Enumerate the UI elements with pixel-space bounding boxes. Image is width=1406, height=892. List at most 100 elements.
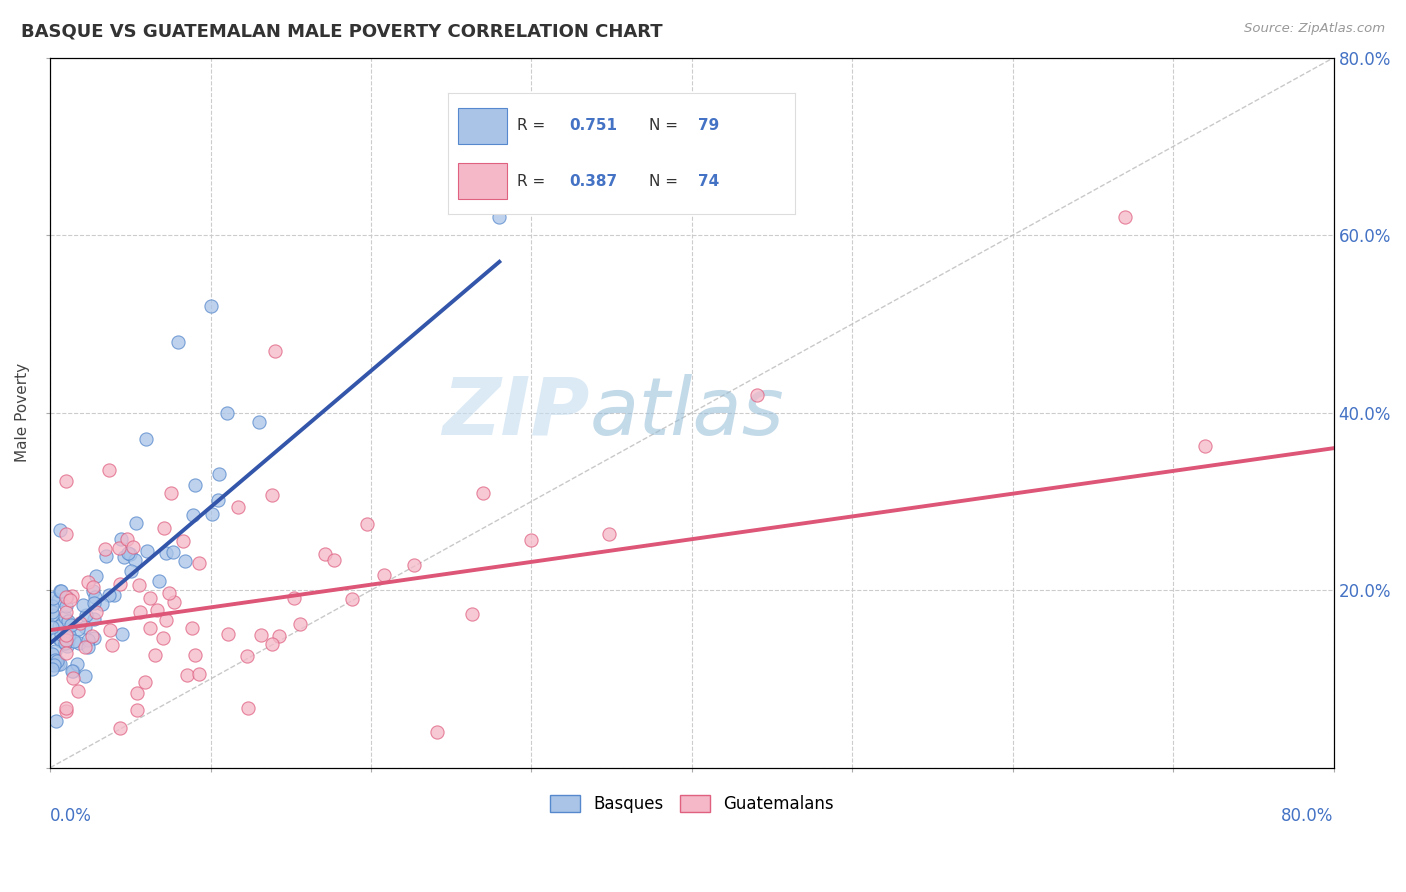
- Point: [117, 545, 139, 559]
- Point: [181, 508, 204, 523]
- Legend: Basques, Guatemalans: Basques, Guatemalans: [543, 789, 841, 820]
- Point: [207, 492, 229, 507]
- Point: [55, 639, 77, 653]
- Point: [107, 541, 129, 555]
- Text: ZIP: ZIP: [441, 374, 589, 451]
- Point: [110, 577, 132, 591]
- Point: [208, 467, 231, 482]
- Point: [75, 640, 97, 654]
- Point: [250, 628, 273, 642]
- Point: [66, 657, 89, 672]
- Text: BASQUE VS GUATEMALAN MALE POVERTY CORRELATION CHART: BASQUE VS GUATEMALAN MALE POVERTY CORREL…: [21, 22, 662, 40]
- Point: [77, 633, 100, 648]
- Point: [49, 627, 72, 641]
- Point: [135, 433, 157, 447]
- Point: [82, 580, 104, 594]
- Point: [167, 334, 190, 349]
- Point: [174, 554, 197, 568]
- Point: [373, 568, 395, 582]
- Point: [136, 544, 159, 558]
- Point: [84, 605, 107, 619]
- Point: [82, 583, 104, 598]
- Point: [127, 686, 149, 700]
- Point: [42, 658, 65, 673]
- Point: [263, 343, 285, 358]
- Point: [460, 607, 482, 622]
- Point: [180, 621, 202, 635]
- Point: [48, 619, 70, 633]
- Point: [62, 671, 84, 685]
- Point: [55, 599, 77, 613]
- Point: [73, 620, 96, 634]
- Point: [56, 615, 79, 629]
- Y-axis label: Male Poverty: Male Poverty: [15, 363, 30, 462]
- Point: [77, 575, 100, 590]
- Point: [488, 211, 510, 225]
- Text: 0.0%: 0.0%: [51, 806, 91, 825]
- Text: atlas: atlas: [589, 374, 785, 451]
- Point: [49, 584, 72, 599]
- Point: [76, 640, 98, 654]
- Point: [235, 649, 257, 664]
- Point: [342, 591, 364, 606]
- Point: [42, 591, 65, 605]
- Text: 80.0%: 80.0%: [1281, 806, 1334, 825]
- Point: [46, 657, 69, 672]
- Point: [122, 540, 145, 554]
- Point: [155, 614, 177, 628]
- Point: [103, 588, 125, 602]
- Point: [44, 653, 66, 667]
- Point: [184, 648, 207, 663]
- Point: [55, 475, 77, 489]
- Point: [75, 669, 97, 683]
- Point: [58, 628, 80, 642]
- Point: [159, 486, 181, 500]
- Point: [91, 597, 114, 611]
- Point: [98, 463, 121, 477]
- Point: [238, 700, 260, 714]
- Point: [46, 592, 69, 607]
- Point: [226, 500, 249, 515]
- Point: [100, 623, 122, 637]
- Point: [129, 605, 152, 619]
- Point: [55, 605, 77, 619]
- Point: [83, 631, 105, 645]
- Text: Source: ZipAtlas.com: Source: ZipAtlas.com: [1244, 22, 1385, 36]
- Point: [153, 520, 176, 534]
- Point: [55, 704, 77, 718]
- Point: [269, 629, 291, 643]
- Point: [98, 588, 121, 602]
- Point: [125, 516, 148, 531]
- Point: [472, 485, 495, 500]
- Point: [49, 524, 72, 538]
- Point: [41, 648, 63, 662]
- Point: [108, 721, 131, 735]
- Point: [83, 611, 105, 625]
- Point: [94, 549, 117, 564]
- Point: [172, 533, 194, 548]
- Point: [598, 526, 620, 541]
- Point: [44, 643, 66, 657]
- Point: [110, 532, 132, 546]
- Point: [49, 584, 72, 599]
- Point: [55, 700, 77, 714]
- Point: [55, 527, 77, 541]
- Point: [94, 541, 117, 556]
- Point: [41, 599, 63, 613]
- Point: [55, 590, 77, 604]
- Point: [62, 589, 84, 603]
- Point: [139, 621, 162, 635]
- Point: [55, 627, 77, 641]
- Point: [323, 553, 346, 567]
- Point: [146, 602, 169, 616]
- Point: [125, 703, 148, 717]
- Point: [188, 667, 211, 681]
- Point: [747, 388, 769, 402]
- Point: [46, 654, 69, 668]
- Point: [115, 532, 138, 546]
- Point: [157, 586, 180, 600]
- Point: [124, 553, 146, 567]
- Point: [42, 608, 65, 623]
- Point: [46, 630, 69, 644]
- Point: [62, 664, 84, 678]
